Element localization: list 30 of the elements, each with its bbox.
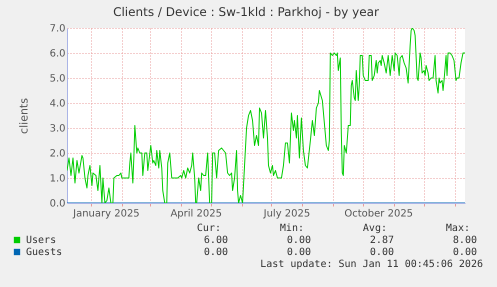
text: Cur: <box>196 223 221 234</box>
text: 6.00 <box>204 235 228 246</box>
text: 0.00 <box>204 247 228 258</box>
text: 2.87 <box>370 235 394 246</box>
y-tick-label: 6.0 <box>50 48 66 60</box>
line-series <box>67 28 465 203</box>
x-tick-label: January 2025 <box>72 208 140 220</box>
y-tick-label: 1.0 <box>50 174 66 184</box>
chart-title: Clients / Device : Sw-1kld : Parkhoj - by year <box>113 5 379 19</box>
x-tick-label: April 2025 <box>170 208 222 220</box>
x-tick-label: October 2025 <box>344 208 414 220</box>
y-tick-label: 4.0 <box>50 98 66 110</box>
text: 0.00 <box>286 247 311 258</box>
text: 8.00 <box>452 235 477 246</box>
y-tick-label: 5.0 <box>50 74 66 84</box>
x-tick-label: July 2025 <box>262 208 310 220</box>
y-tick-label: 7.0 <box>50 24 66 34</box>
text: Max: <box>446 223 470 234</box>
legend-label: Users <box>26 235 56 246</box>
y-tick-label: 3.0 <box>50 124 66 134</box>
text: Last update: Sun Jan 11 00:45:06 2026 <box>260 259 483 270</box>
text: Min: <box>280 223 304 234</box>
y-axis-title: clients <box>18 98 31 134</box>
text: 0.00 <box>370 247 394 258</box>
y-tick-label: 2.0 <box>50 148 66 160</box>
text: 0.00 <box>286 235 311 246</box>
text: Avg: <box>362 223 387 234</box>
text: 0.00 <box>452 247 477 258</box>
y-tick-label: 0.0 <box>50 198 66 210</box>
legend-label: Guests <box>26 247 62 258</box>
